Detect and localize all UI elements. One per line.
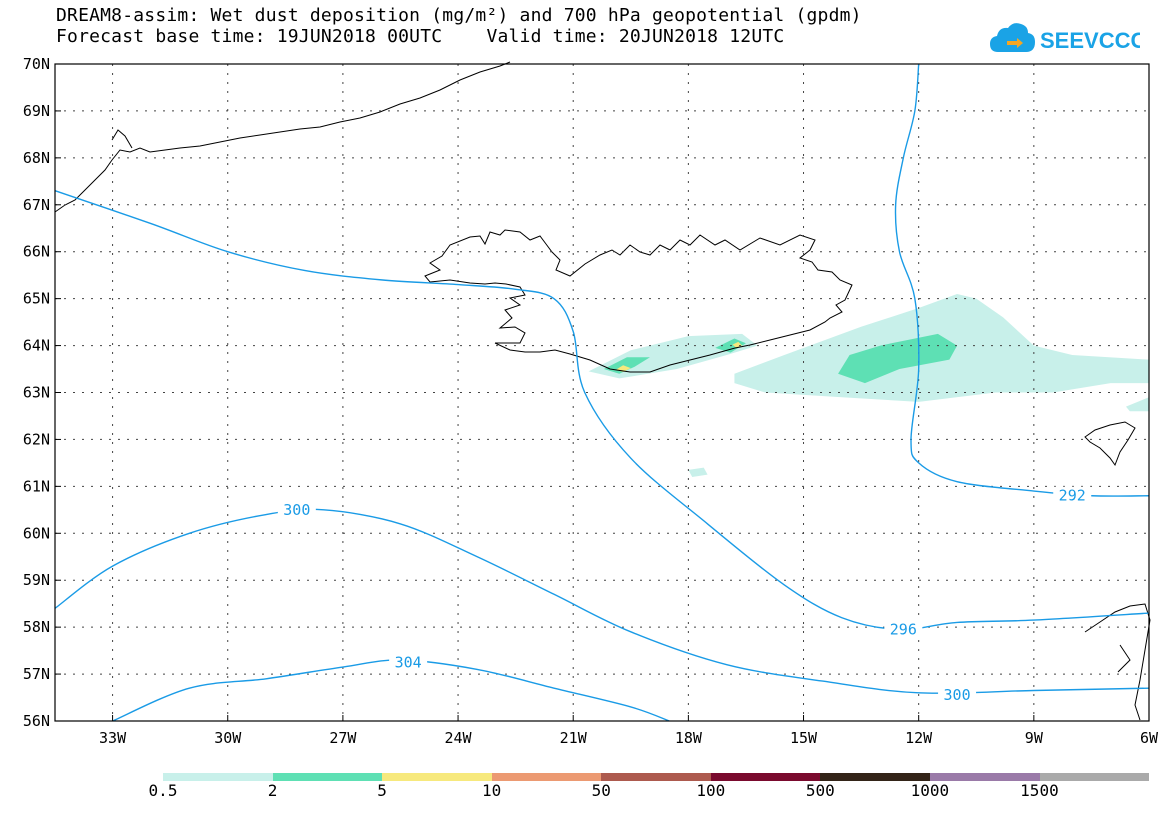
colorbar-swatch xyxy=(1039,773,1150,781)
x-tick-label: 30W xyxy=(214,729,242,747)
chart-subtitle: Forecast base time: 19JUN2018 00UTC Vali… xyxy=(56,26,785,47)
colorbar-swatch xyxy=(491,773,602,781)
contour-300 xyxy=(54,508,1150,694)
axis-ticks: 33W 30W 27W 24W 21W 18W 15W 12W 9W 6W 70N 69N 68N 67N… xyxy=(23,55,1159,747)
contour-label-bg xyxy=(277,500,316,519)
colorbar-label: 100 xyxy=(696,781,726,800)
chart-title: DREAM8-assim: Wet dust deposition (mg/m²… xyxy=(56,5,862,26)
colorbar-swatch xyxy=(820,773,930,781)
faroe-coast xyxy=(1084,421,1136,467)
colorbar xyxy=(163,773,1150,781)
y-tick-label: 56N xyxy=(23,712,50,730)
y-tick-label: 62N xyxy=(23,430,50,448)
contour-labels: 292 296 300 300 304 xyxy=(277,486,1092,705)
colorbar-label: 1000 xyxy=(910,781,950,800)
x-tick-label: 6W xyxy=(1140,729,1159,747)
deposition-area-light xyxy=(1125,397,1149,412)
y-tick-label: 59N xyxy=(23,571,50,589)
contour-label: 300 xyxy=(283,501,310,519)
y-tick-label: 61N xyxy=(23,477,50,495)
y-tick-label: 63N xyxy=(23,384,50,402)
x-tick-label: 12W xyxy=(905,729,933,747)
logo-text: SEEVCCC xyxy=(1040,28,1140,53)
y-tick-label: 60N xyxy=(23,524,50,542)
contour-label-bg xyxy=(938,686,977,705)
colorbar-swatch xyxy=(710,773,821,781)
y-tick-label: 57N xyxy=(23,665,50,683)
gridlines xyxy=(55,64,1149,721)
x-tick-label: 9W xyxy=(1025,729,1044,747)
contour-label: 300 xyxy=(944,686,971,704)
x-tick-label: 21W xyxy=(560,729,588,747)
contour-label: 292 xyxy=(1059,487,1086,505)
colorbar-swatch xyxy=(601,773,711,781)
colorbar-label: 500 xyxy=(805,781,835,800)
deposition-fills xyxy=(588,293,1149,477)
contour-label: 304 xyxy=(395,653,422,671)
x-tick-label: 33W xyxy=(99,729,127,747)
colorbar-label: 0.5 xyxy=(148,781,178,800)
colorbar-swatch xyxy=(163,773,273,781)
deposition-area-medium xyxy=(838,333,958,384)
colorbar-label: 1500 xyxy=(1020,781,1059,800)
x-tick-label: 15W xyxy=(790,729,818,747)
y-tick-label: 70N xyxy=(23,55,50,73)
contour-296 xyxy=(54,190,1150,631)
contour-label-bg xyxy=(884,620,923,639)
contour-292 xyxy=(894,63,1150,497)
coastline xyxy=(54,61,1151,721)
greenland-coast xyxy=(54,61,511,213)
seevccc-logo: SEEVCCC xyxy=(990,18,1146,58)
x-tick-label: 18W xyxy=(675,729,703,747)
colorbar-swatch xyxy=(929,773,1040,781)
contour-label: 296 xyxy=(890,620,917,638)
x-tick-label: 24W xyxy=(445,729,473,747)
contour-label-bg xyxy=(389,653,428,672)
y-tick-label: 67N xyxy=(23,196,50,214)
colorbar-swatch xyxy=(272,773,383,781)
y-tick-label: 58N xyxy=(23,618,50,636)
colorbar-label: 5 xyxy=(377,781,387,800)
y-tick-label: 66N xyxy=(23,243,50,261)
colorbar-label: 50 xyxy=(591,781,611,800)
y-tick-label: 68N xyxy=(23,149,50,167)
y-tick-label: 69N xyxy=(23,102,50,120)
iceland-coast xyxy=(424,229,853,373)
x-tick-label: 27W xyxy=(329,729,357,747)
colorbar-label: 2 xyxy=(267,781,278,800)
deposition-area-high xyxy=(732,341,743,348)
cloud-icon: SEEVCCC xyxy=(990,23,1146,53)
y-tick-label: 64N xyxy=(23,337,50,355)
colorbar-label: 10 xyxy=(482,781,502,800)
colorbar-swatch xyxy=(382,773,492,781)
y-tick-label: 65N xyxy=(23,290,50,308)
greenland-coast-tip xyxy=(111,129,133,149)
scotland-coast xyxy=(1084,603,1151,721)
deposition-area-light xyxy=(688,467,708,477)
contour-label-bg xyxy=(1053,486,1092,505)
